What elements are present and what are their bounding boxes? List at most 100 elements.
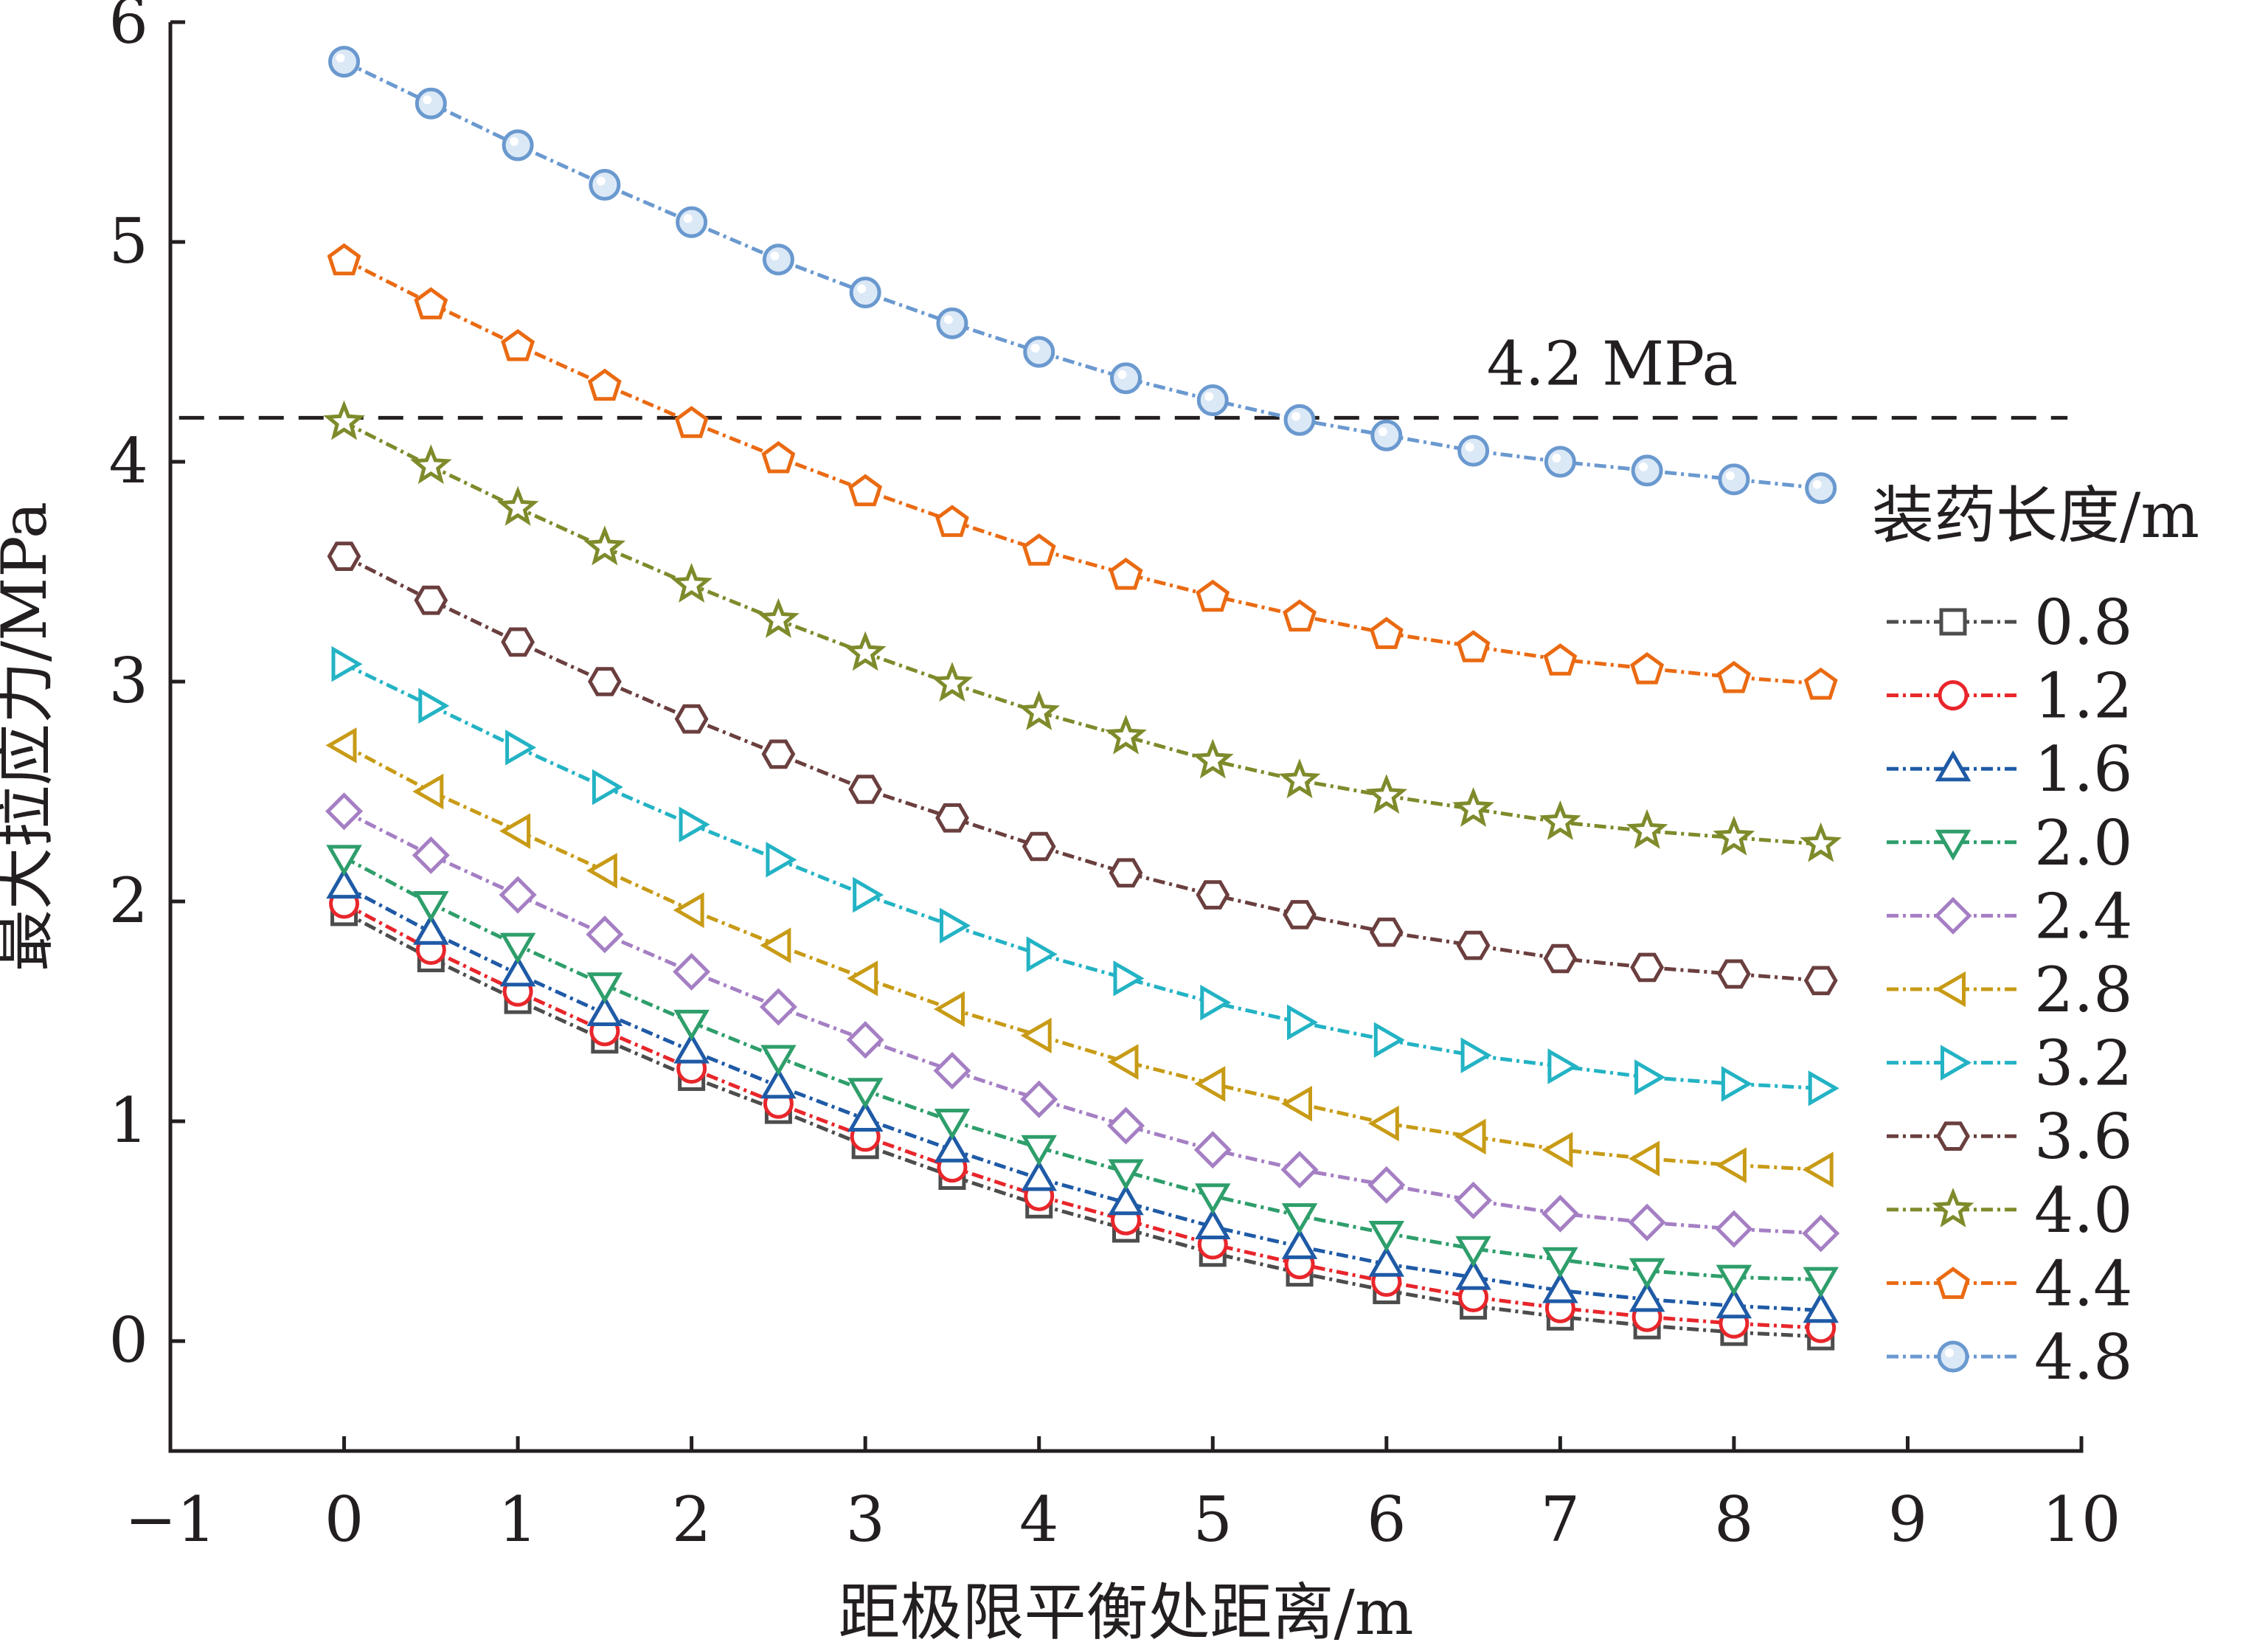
data-point xyxy=(409,444,452,485)
data-point xyxy=(501,329,535,361)
data-point xyxy=(592,769,623,806)
data-point xyxy=(1278,758,1321,799)
data-point xyxy=(673,1032,710,1064)
data-point xyxy=(1020,1017,1052,1054)
data-point xyxy=(496,485,539,526)
data-point xyxy=(1803,1267,1839,1298)
y-tick-label: 6 xyxy=(109,0,148,58)
reference-line-group: 4.2 MPa xyxy=(178,329,2068,420)
x-tick-label: −1 xyxy=(125,1483,216,1556)
data-point xyxy=(1283,404,1316,436)
series-0.8 xyxy=(330,898,1835,1351)
data-point xyxy=(326,845,362,876)
series-2.8 xyxy=(325,727,1834,1188)
data-point xyxy=(1542,1132,1573,1168)
data-point xyxy=(1631,454,1663,487)
data-point xyxy=(673,952,711,991)
data-point xyxy=(1193,1131,1232,1169)
data-point xyxy=(1020,1080,1058,1118)
data-point xyxy=(499,932,536,964)
series-4.0 xyxy=(323,400,1842,862)
data-point xyxy=(847,1078,884,1109)
data-point xyxy=(1108,1159,1144,1191)
data-point xyxy=(412,836,450,874)
data-point xyxy=(499,813,531,849)
data-point xyxy=(1368,1221,1405,1253)
legend-marker xyxy=(1936,1121,1970,1151)
x-tick-label: 7 xyxy=(1541,1483,1580,1556)
legend-marker-highlight xyxy=(1945,1348,1954,1357)
data-point xyxy=(325,792,364,831)
data-point xyxy=(676,206,708,238)
data-point xyxy=(1373,1022,1405,1059)
data-point xyxy=(1716,1287,1752,1319)
data-point xyxy=(1370,419,1403,451)
legend-marker xyxy=(1937,1340,1969,1373)
data-point xyxy=(1715,1210,1753,1248)
data-point xyxy=(1105,714,1147,755)
data-point xyxy=(1455,1236,1491,1267)
data-point xyxy=(1456,930,1491,960)
data-point xyxy=(1196,880,1230,910)
x-tick-label: 1 xyxy=(498,1483,537,1556)
data-point xyxy=(1721,1066,1752,1102)
legend-label: 2.0 xyxy=(2034,807,2133,879)
data-point xyxy=(1196,579,1230,612)
series-3.6 xyxy=(327,541,1838,996)
data-point xyxy=(1629,1140,1660,1177)
legend-item-2.8: 2.8 xyxy=(1887,954,2133,1026)
data-point xyxy=(1110,362,1142,395)
legend-label: 3.2 xyxy=(2034,1028,2133,1100)
series-line xyxy=(343,884,1821,1312)
data-point xyxy=(331,645,363,682)
data-point xyxy=(934,1131,971,1163)
data-point-highlight xyxy=(943,315,953,325)
data-point xyxy=(679,806,710,842)
data-point xyxy=(499,876,537,914)
legend-label: 1.6 xyxy=(2034,733,2133,806)
data-point xyxy=(761,440,796,474)
data-point xyxy=(849,277,881,309)
data-point xyxy=(413,913,449,945)
y-tick-label: 1 xyxy=(109,1084,148,1157)
data-point xyxy=(1109,858,1143,888)
data-point-highlight xyxy=(1291,412,1301,421)
data-point xyxy=(1026,936,1058,972)
data-point xyxy=(586,915,624,954)
data-point xyxy=(1195,1208,1231,1239)
data-point-highlight xyxy=(1117,370,1127,379)
data-point xyxy=(414,585,448,615)
legend-marker xyxy=(1932,1188,1974,1227)
data-point xyxy=(674,704,709,734)
data-point xyxy=(1716,1264,1752,1296)
data-point xyxy=(1454,1181,1493,1219)
data-point xyxy=(853,876,884,913)
x-tick-label: 2 xyxy=(672,1483,711,1556)
data-point xyxy=(1544,446,1576,478)
legend-item-3.6: 3.6 xyxy=(1887,1101,2133,1173)
data-point xyxy=(586,972,623,1004)
y-tick-label: 5 xyxy=(109,205,148,277)
data-point xyxy=(1283,900,1317,929)
data-point xyxy=(1805,472,1837,505)
data-point xyxy=(1800,822,1842,862)
data-point xyxy=(933,1051,971,1090)
data-point xyxy=(760,1067,797,1099)
data-point xyxy=(1200,984,1232,1021)
data-point xyxy=(1113,960,1145,997)
data-point-highlight xyxy=(1030,344,1040,353)
data-point xyxy=(848,474,883,507)
data-point xyxy=(1803,966,1838,996)
data-point xyxy=(1802,1152,1834,1188)
series-line xyxy=(343,744,1821,1172)
series-line xyxy=(343,856,1821,1282)
data-point xyxy=(1369,617,1404,649)
x-axis-ticks: −1 0 1 2 3 4 5 6 7 8 9 10 xyxy=(125,1436,2120,1556)
data-point xyxy=(1194,1066,1226,1102)
data-point xyxy=(760,927,791,963)
data-point xyxy=(1628,1203,1666,1241)
data-point xyxy=(1802,1214,1840,1253)
legend-label: 4.0 xyxy=(2034,1174,2133,1247)
data-point xyxy=(1107,1044,1139,1080)
